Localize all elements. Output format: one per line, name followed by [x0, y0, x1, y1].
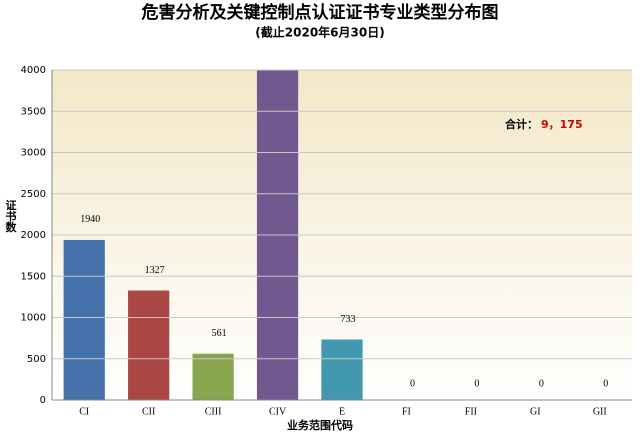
- annotation-value: 9，175: [541, 118, 583, 131]
- value-label: 1327: [145, 265, 165, 276]
- value-label: 0: [474, 378, 479, 389]
- value-label: 0: [603, 378, 608, 389]
- x-tick-label: CII: [142, 406, 155, 417]
- value-label: 0: [539, 378, 544, 389]
- value-label: 1940: [80, 214, 100, 225]
- bar: [63, 239, 105, 400]
- x-tick-label: CIV: [269, 406, 287, 417]
- chart-title: 危害分析及关键控制点认证证书专业类型分布图: [141, 2, 499, 23]
- y-tick-label: 2000: [21, 230, 46, 241]
- y-tick-label: 500: [27, 354, 46, 365]
- value-label: 561: [212, 328, 227, 339]
- x-tick-label: GI: [530, 406, 541, 417]
- x-tick-label: FI: [402, 406, 411, 417]
- x-tick-label: FII: [465, 406, 477, 417]
- y-tick-label: 3500: [21, 106, 46, 117]
- chart-subtitle: (截止2020年6月30日): [255, 25, 384, 40]
- y-tick-label: 0: [40, 395, 46, 406]
- annotation-text: 合计：: [505, 117, 538, 131]
- x-tick-label: CI: [79, 406, 89, 417]
- x-axis-label: 业务范围代码: [287, 418, 353, 432]
- y-tick-label: 2500: [21, 189, 46, 200]
- y-tick-label: 3000: [21, 148, 46, 159]
- y-tick-label: 1000: [21, 313, 46, 324]
- value-label: 733: [341, 314, 356, 325]
- x-tick-label: CIII: [205, 406, 222, 417]
- bar: [192, 353, 234, 400]
- value-label: 0: [410, 378, 415, 389]
- bar: [321, 339, 363, 400]
- y-axis-label: 证书数: [4, 199, 17, 233]
- x-tick-label: GII: [593, 406, 607, 417]
- bar: [256, 70, 299, 400]
- y-tick-label: 4000: [21, 65, 46, 76]
- x-tick-label: E: [339, 406, 345, 417]
- bar: [128, 290, 170, 400]
- y-tick-label: 1500: [21, 271, 46, 282]
